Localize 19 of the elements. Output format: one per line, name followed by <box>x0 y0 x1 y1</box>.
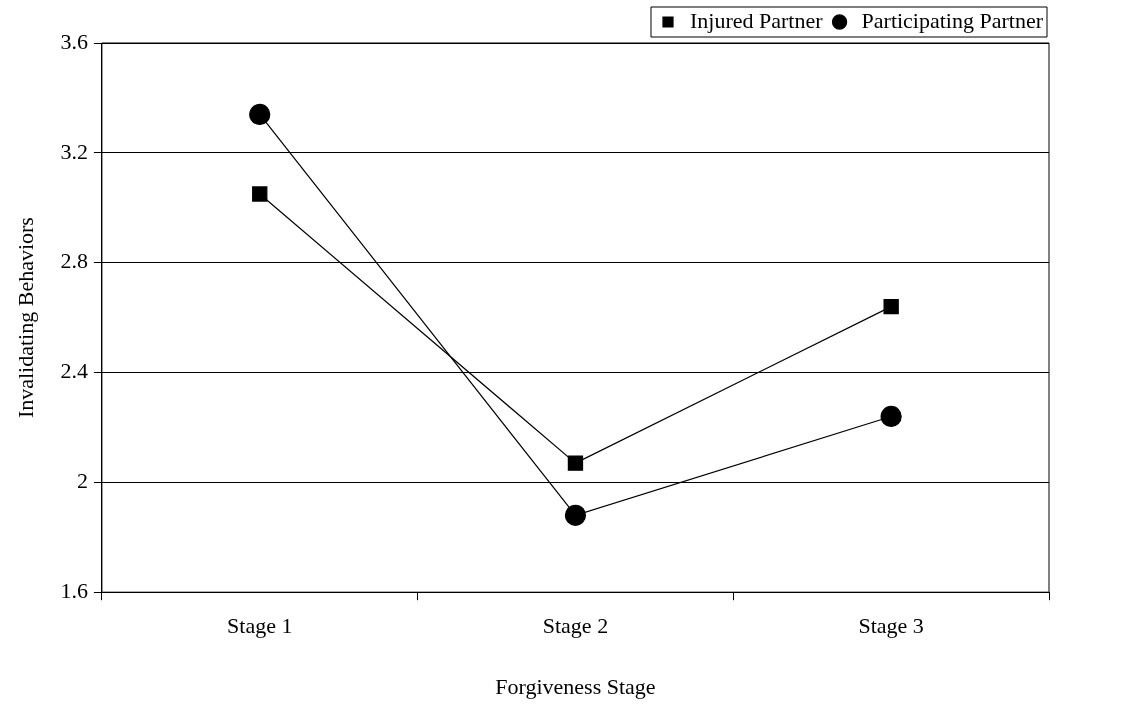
y-tick-label: 3.6 <box>60 28 88 54</box>
x-tick-label: Stage 2 <box>542 613 609 639</box>
y-tick-label: 1.6 <box>60 577 88 603</box>
y-tick-label: 2.4 <box>60 358 88 384</box>
x-tick-label: Stage 3 <box>858 613 924 639</box>
point <box>567 455 584 471</box>
y-axis-title: Invalidating Behaviors <box>12 217 38 419</box>
x-axis-title: Forgiveness Stage <box>495 673 656 699</box>
point <box>249 103 271 125</box>
point <box>883 298 899 315</box>
legend-label: Injured Partner <box>690 7 824 33</box>
y-tick-label: 3.2 <box>60 138 88 164</box>
y-tick-label: 2 <box>76 468 88 494</box>
point <box>880 405 902 428</box>
legend-label: Participating Partner <box>861 7 1044 33</box>
point <box>252 186 268 202</box>
y-tick-label: 2.8 <box>60 248 88 274</box>
point <box>564 504 587 526</box>
x-tick-label: Stage 1 <box>227 613 293 639</box>
